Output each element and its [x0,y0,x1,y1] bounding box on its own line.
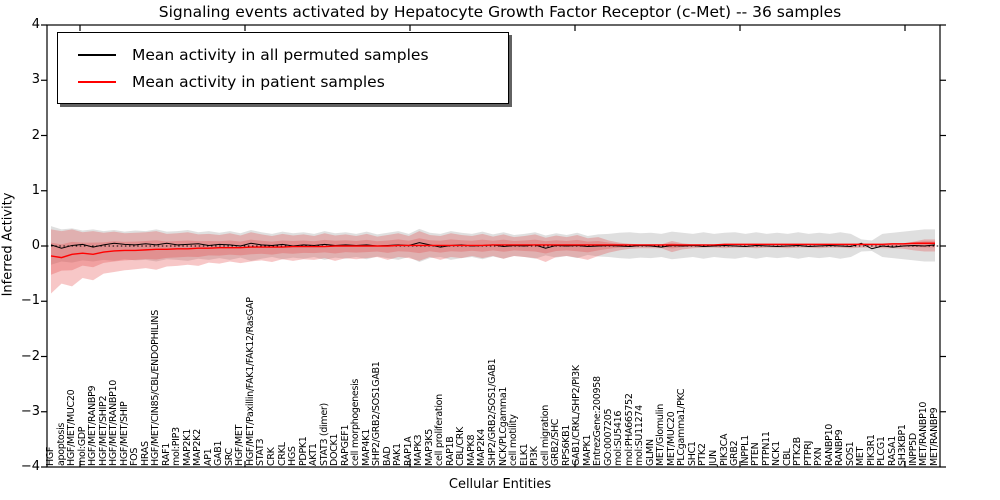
x-tick-label: PLCgamma1/PKC [676,388,688,466]
x-tick-label: MAP2K2 [192,429,204,466]
x-tick-label: AKT1 [308,443,320,466]
x-tick-label: MET/RANBP9 [929,407,940,466]
x-tick-label: FOS [129,447,141,466]
x-tick-label: HGF/MET/MUC20 [66,389,78,466]
x-tick-label: MAP2K4 [476,429,488,466]
x-tick-label: PLCG1 [876,436,888,466]
x-tick-label: EntrezGene:200958 [592,376,604,466]
legend-entry-permuted: Mean activity in all permuted samples [68,41,498,68]
x-tick-label: GAB1/CRKL/SHP2/PI3K [571,365,583,466]
x-tick-label: PI3K [529,446,541,466]
y-tick-label: −1 [20,293,40,309]
y-tick-label: 1 [31,182,40,198]
x-tick-label: JUN [708,450,719,466]
x-tick-label: SHP2/GRB2/SOS1GAB1 [371,361,383,466]
x-tick-label: HGF/MET/RANBP9 [87,385,99,466]
x-tick-label: mol:SU11274 [634,405,646,466]
x-tick-label: SHP2/GRB2/SOS1/GAB1 [487,358,498,466]
x-tick-label: HGF/MET/CIN85/CBL/ENDOPHILINS [150,310,162,466]
chart-title: Signaling events activated by Hepatocyte… [158,3,842,21]
x-tick-label: HGF/MET/RANBP10 [108,379,120,466]
x-tick-label: RANBP9 [834,429,846,466]
x-tick-label: HGF/MET [234,424,246,466]
line-patient-mean [50,242,935,259]
x-tick-label: GAB1 [213,440,225,466]
x-tick-label: CBL/CRK [455,426,467,466]
x-tick-label: PAK1 [392,443,404,466]
x-tick-label: MAPK3 [413,434,425,466]
x-tick-label: MET/RANBP10 [918,401,930,466]
x-tick-label: NCK1 [771,441,783,466]
x-tick-label: STAT3 [255,438,267,466]
legend-line-black-icon [78,53,116,56]
legend-entry-patient: Mean activity in patient samples [68,68,498,95]
x-tick-label: GRB2 [729,440,741,466]
x-tick-label: mol:PIP3 [171,427,183,466]
x-tick-label: cell motility [508,414,520,466]
x-tick-label: HGS [287,446,299,466]
x-tick-label: MET [855,446,867,466]
y-tick-label: −4 [20,459,40,474]
x-tick-label: HGF [45,446,56,466]
x-tick-label: PXN [813,447,825,466]
x-tick-label: cell proliferation [434,394,446,466]
y-tick-label: −2 [20,348,40,364]
x-axis-label: Cellular Entities [448,477,552,492]
x-tick-label: PTEN [750,442,762,466]
x-tick-label: PTK2B [792,437,804,466]
x-tick-label: PTK2 [697,443,709,466]
y-tick-label: 4 [31,17,40,32]
x-tick-label: mol:SU5416 [613,410,625,466]
y-tick-label: −3 [20,403,40,419]
x-tick-label: MET/Glomulin [655,404,667,466]
y-tick-label: 0 [31,238,40,253]
x-tick-label: CRK [266,447,277,466]
x-tick-label: DOCK1 [329,433,341,466]
legend-label-permuted: Mean activity in all permuted samples [132,45,429,64]
x-tick-label: cell morphogenesis [350,378,362,466]
y-tick-label: 2 [31,127,40,143]
legend-line-red-icon [78,80,116,83]
legend-label-patient: Mean activity in patient samples [132,72,385,91]
legend: Mean activity in all permuted samples Me… [57,32,509,104]
x-tick-label: GRB2/SHC [550,418,562,466]
x-tick-label: SH3KBP1 [897,424,909,466]
y-tick-label: 3 [31,72,40,88]
